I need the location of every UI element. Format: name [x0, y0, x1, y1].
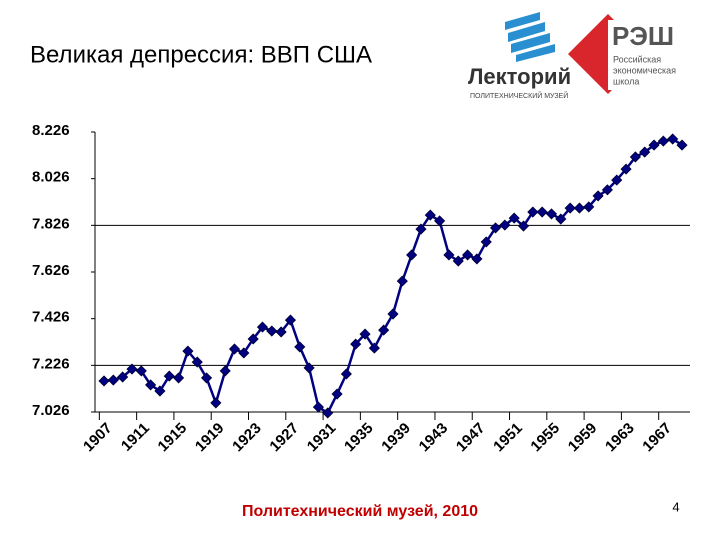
marker [275, 326, 287, 338]
logo-stripe [505, 12, 540, 30]
marker [98, 375, 110, 387]
marker [564, 202, 576, 214]
marker [284, 314, 297, 326]
y-tick-label: 7.426 [32, 309, 70, 326]
marker [592, 190, 604, 202]
marker [135, 365, 147, 377]
marker [676, 139, 688, 151]
marker [340, 368, 352, 380]
marker [266, 325, 278, 337]
marker [415, 223, 427, 235]
logo-line: школа [613, 76, 639, 86]
logo-line: экономическая [613, 65, 676, 75]
logo-lektoriy: Лекторий ПОЛИТЕХНИЧЕСКИЙ МУЗЕЙ [468, 12, 571, 100]
marker [471, 253, 483, 265]
logo-name: Лекторий [468, 64, 571, 89]
marker [303, 362, 315, 374]
marker [247, 333, 259, 345]
marker [406, 249, 418, 261]
marker [545, 208, 558, 220]
marker [154, 385, 166, 397]
marker [424, 209, 436, 221]
logo-stripe [516, 44, 555, 62]
logo-mask [608, 20, 688, 90]
marker [657, 135, 669, 147]
marker [107, 374, 119, 386]
page-number: 4 [672, 499, 679, 514]
marker [182, 345, 194, 357]
y-tick-label: 8.026 [32, 169, 70, 186]
y-tick-label: 7.626 [32, 262, 70, 279]
marker [256, 321, 269, 333]
logo-stripe [511, 33, 550, 53]
marker [536, 206, 548, 218]
marker [396, 275, 408, 287]
marker [294, 341, 306, 353]
marker [620, 163, 632, 175]
marker [583, 201, 595, 213]
marker [508, 212, 520, 224]
y-tick-label: 7.226 [32, 355, 70, 372]
marker [322, 407, 334, 419]
logo-name: РЭШ [612, 21, 674, 51]
marker [462, 249, 474, 261]
logo-stripe [508, 22, 545, 42]
marker [126, 363, 138, 375]
marker [173, 372, 185, 384]
footer: Политехнический музей, 2010 [242, 503, 478, 520]
y-tick-label: 8.226 [32, 122, 70, 139]
y-tick-label: 7.026 [32, 402, 70, 419]
marker [387, 308, 399, 320]
marker [517, 220, 530, 232]
logo-line: Российская [613, 54, 661, 64]
marker [555, 213, 567, 225]
marker [667, 133, 679, 145]
marker [639, 146, 651, 158]
marker [499, 219, 511, 231]
marker [648, 139, 660, 151]
marker [359, 328, 371, 340]
y-tick-label: 7.826 [32, 215, 70, 232]
marker [200, 372, 213, 384]
marker [378, 324, 390, 336]
marker [312, 401, 324, 413]
marker [191, 356, 203, 368]
marker [601, 184, 613, 196]
marker [117, 371, 129, 383]
marker [452, 255, 464, 267]
logo-subtitle: ПОЛИТЕХНИЧЕСКИЙ МУЗЕЙ [470, 91, 568, 100]
marker [163, 370, 175, 382]
marker [527, 206, 539, 218]
marker [573, 202, 586, 214]
marker [145, 379, 157, 391]
marker [210, 397, 222, 409]
marker [350, 338, 362, 350]
marker [611, 174, 623, 186]
marker [368, 342, 380, 354]
marker [228, 343, 241, 355]
marker [331, 388, 343, 400]
marker [219, 365, 231, 377]
marker [238, 347, 250, 359]
marker [480, 236, 492, 248]
marker [489, 222, 502, 234]
logo-nes: РЭШ Российская экономическая школа [568, 14, 688, 94]
marker [629, 151, 641, 163]
marker [434, 215, 446, 227]
marker [443, 249, 455, 261]
slide-title: Великая депрессия: ВВП США [30, 41, 372, 68]
